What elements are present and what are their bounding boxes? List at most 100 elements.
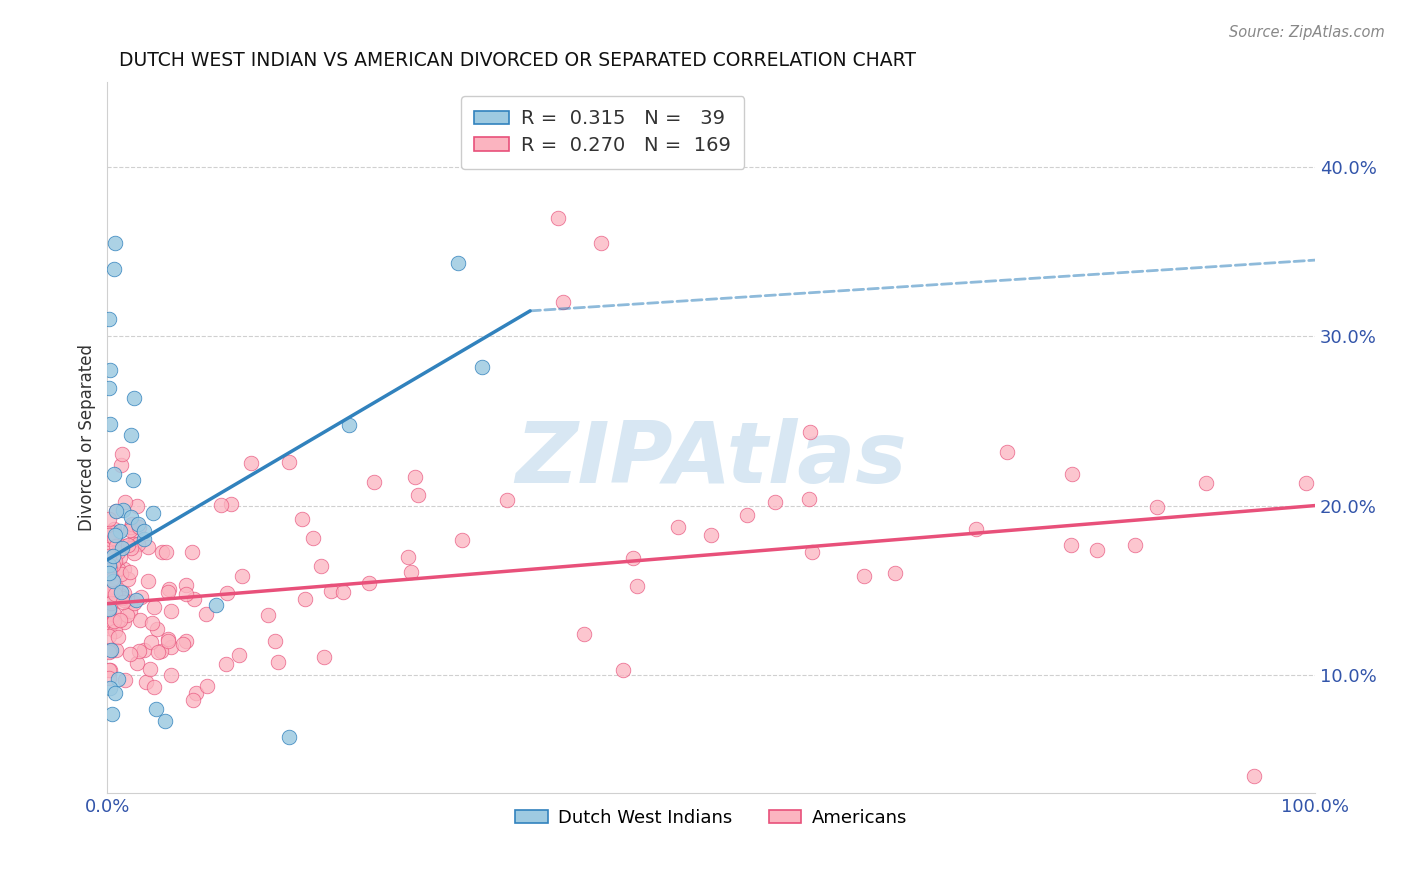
Point [112,594,135,608]
Point [97,567,120,582]
Point [100,596,122,610]
Point [98,582,121,597]
Point [98,681,121,696]
Point [117,538,139,552]
Point [408,488,430,502]
Point [107,562,129,576]
Point [138,574,160,588]
Point [142,600,165,615]
Point [104,580,127,594]
Point [112,562,135,576]
Point [800,545,823,559]
Point [145,702,167,716]
Point [98,528,121,542]
Text: ZIPAtlas: ZIPAtlas [516,417,907,500]
Point [120,594,142,608]
Point [134,533,156,547]
Point [98,417,121,431]
Point [120,520,142,534]
Point [128,614,150,628]
Point [183,591,205,606]
Point [127,516,149,531]
Point [231,568,253,582]
Point [107,630,129,644]
Point [101,549,124,563]
Point [125,499,148,513]
Point [100,557,122,571]
Point [122,537,145,551]
Point [612,663,634,677]
Point [172,637,194,651]
Point [621,550,644,565]
Point [1060,538,1083,552]
Point [446,255,468,269]
Point [98,603,121,617]
Legend: Dutch West Indians, Americans: Dutch West Indians, Americans [508,802,915,834]
Point [139,635,162,649]
Point [181,692,204,706]
Point [302,531,325,545]
Point [359,576,381,591]
Point [312,649,335,664]
Point [125,593,148,607]
Point [156,633,179,648]
Point [160,604,183,618]
Point [127,536,149,550]
Point [157,582,180,597]
Point [589,236,612,251]
Point [103,467,125,481]
Point [157,584,180,599]
Point [124,528,146,542]
Point [240,456,263,470]
Point [965,522,987,536]
Point [797,491,820,506]
Point [195,679,218,693]
Point [103,531,125,545]
Point [404,470,426,484]
Point [176,578,198,592]
Text: DUTCH WEST INDIAN VS AMERICAN DIVORCED OR SEPARATED CORRELATION CHART: DUTCH WEST INDIAN VS AMERICAN DIVORCED O… [120,51,917,70]
Point [98,562,121,576]
Point [105,540,128,554]
Point [100,566,122,581]
Point [186,686,208,700]
Point [884,566,907,581]
Point [110,549,132,564]
Point [142,507,165,521]
Point [626,579,648,593]
Point [115,608,138,623]
Point [256,607,278,622]
Point [97,549,120,564]
Point [107,614,129,628]
Y-axis label: Divorced or Separated: Divorced or Separated [79,344,96,532]
Point [110,584,132,599]
Point [103,554,125,568]
Point [157,632,180,647]
Point [97,663,120,677]
Point [396,550,419,565]
Point [103,607,125,622]
Point [995,445,1018,459]
Point [97,312,120,326]
Point [100,540,122,554]
Point [1146,500,1168,515]
Text: Source: ZipAtlas.com: Source: ZipAtlas.com [1229,25,1385,40]
Point [209,498,232,512]
Point [120,427,142,442]
Point [112,539,135,553]
Point [174,634,197,648]
Point [101,549,124,564]
Point [118,523,141,537]
Point [121,516,143,531]
Point [319,584,342,599]
Point [735,508,758,522]
Point [97,645,120,659]
Point [120,541,142,556]
Point [1195,475,1218,490]
Point [122,545,145,559]
Point [155,545,177,559]
Point [1087,542,1109,557]
Point [97,558,120,572]
Point [139,662,162,676]
Point [332,584,354,599]
